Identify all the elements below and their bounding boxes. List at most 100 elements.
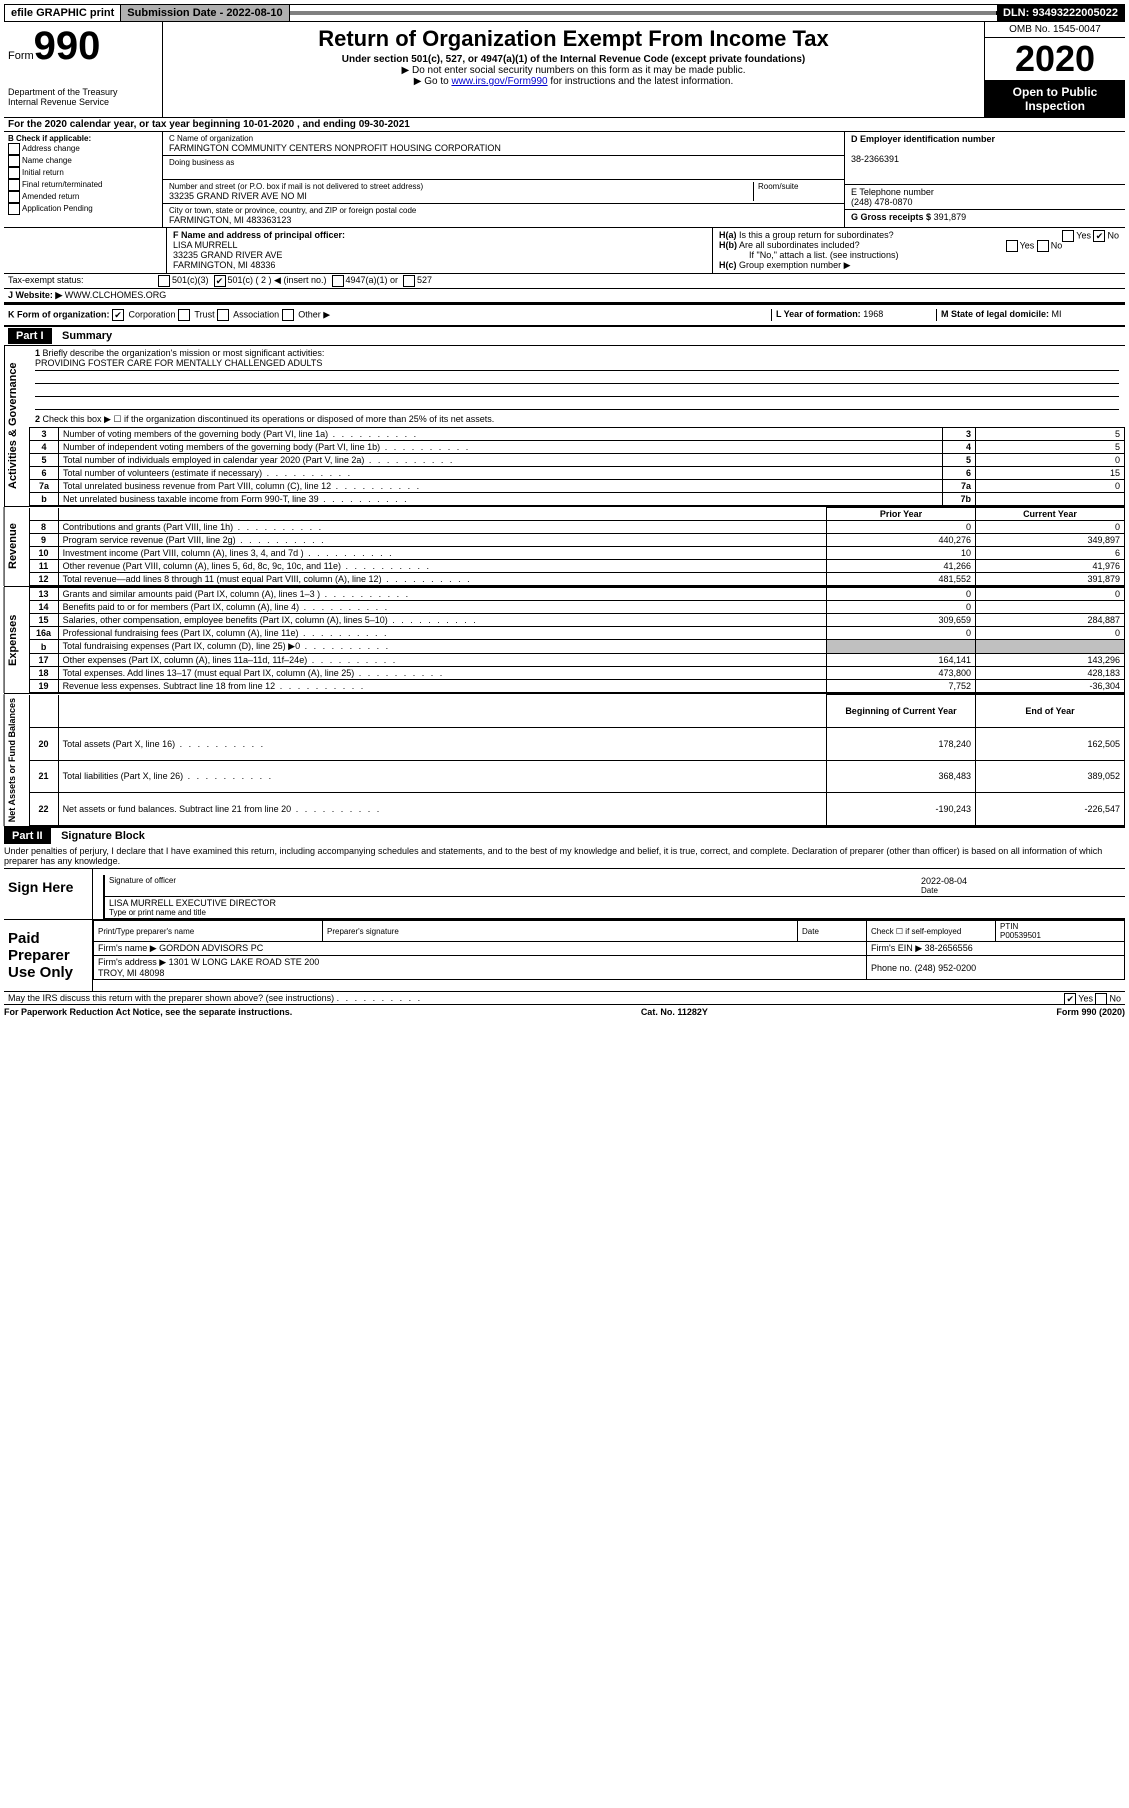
section-c: C Name of organization FARMINGTON COMMUN… xyxy=(163,132,845,227)
year-formation: 1968 xyxy=(863,309,883,319)
discuss-line: May the IRS discuss this return with the… xyxy=(4,992,1125,1005)
website-value: WWW.CLCHOMES.ORG xyxy=(65,290,167,300)
spacer xyxy=(290,11,997,15)
omb-number: OMB No. 1545-0047 xyxy=(985,22,1125,38)
form-header: Form990 Department of the Treasury Inter… xyxy=(4,22,1125,118)
name-change-checkbox[interactable] xyxy=(8,155,20,167)
tax-year: 2020 xyxy=(985,38,1125,81)
exp-label: Expenses xyxy=(4,587,29,693)
form-ref: Form 990 (2020) xyxy=(1056,1007,1125,1017)
527-checkbox[interactable] xyxy=(403,275,415,287)
trust-checkbox[interactable] xyxy=(178,309,190,321)
penalty-text: Under penalties of perjury, I declare th… xyxy=(4,844,1125,869)
street-value: 33235 GRAND RIVER AVE NO MI xyxy=(169,191,753,201)
street-label: Number and street (or P.O. box if mail i… xyxy=(169,182,753,191)
section-deg: D Employer identification number 38-2366… xyxy=(845,132,1125,227)
firm-ein: 38-2656556 xyxy=(925,943,973,953)
hb-yes-checkbox[interactable] xyxy=(1006,240,1018,252)
gov-label: Activities & Governance xyxy=(4,346,29,506)
section-j: J Website: ▶ WWW.CLCHOMES.ORG xyxy=(4,289,1125,303)
4947-checkbox[interactable] xyxy=(332,275,344,287)
ha-yes-checkbox[interactable] xyxy=(1062,230,1074,242)
part1-title: Summary xyxy=(54,330,112,342)
hc-label: Group exemption number ▶ xyxy=(739,260,850,270)
efile-label[interactable]: efile GRAPHIC print xyxy=(5,5,121,21)
assoc-checkbox[interactable] xyxy=(217,309,229,321)
sign-here-block: Sign Here Signature of officer 2022-08-0… xyxy=(4,869,1125,920)
form-title: Return of Organization Exempt From Incom… xyxy=(169,26,978,52)
inspection-label: Open to Public Inspection xyxy=(985,81,1125,117)
irs-link[interactable]: www.irs.gov/Form990 xyxy=(451,76,547,87)
page-footer: For Paperwork Reduction Act Notice, see … xyxy=(4,1005,1125,1019)
sign-here-label: Sign Here xyxy=(4,869,93,919)
hb-label: Are all subordinates included? xyxy=(739,240,860,250)
mission-value: PROVIDING FOSTER CARE FOR MENTALLY CHALL… xyxy=(35,358,1119,371)
dba-label: Doing business as xyxy=(169,158,838,167)
gross-value: 391,879 xyxy=(934,212,967,222)
org-name-label: C Name of organization xyxy=(169,134,838,143)
part1-header: Part I xyxy=(8,328,52,344)
501c-checkbox[interactable] xyxy=(214,275,226,287)
rev-table: Prior YearCurrent Year8Contributions and… xyxy=(29,507,1125,586)
rev-label: Revenue xyxy=(4,507,29,586)
city-label: City or town, state or province, country… xyxy=(169,206,838,215)
submission-date-button[interactable]: Submission Date - 2022-08-10 xyxy=(121,5,289,21)
org-name: FARMINGTON COMMUNITY CENTERS NONPROFIT H… xyxy=(169,143,838,153)
phone-value: (248) 478-0870 xyxy=(851,197,913,207)
phone-label: E Telephone number xyxy=(851,187,934,197)
section-b: B Check if applicable: Address change Na… xyxy=(4,132,163,227)
prep-sig-label: Preparer's signature xyxy=(323,921,798,942)
ha-no-checkbox[interactable] xyxy=(1093,230,1105,242)
state-domicile: MI xyxy=(1052,309,1062,319)
officer-addr1: 33235 GRAND RIVER AVE xyxy=(173,250,282,260)
initial-return-checkbox[interactable] xyxy=(8,167,20,179)
officer-addr2: FARMINGTON, MI 48336 xyxy=(173,260,275,270)
corp-checkbox[interactable] xyxy=(112,309,124,321)
officer-name-value: LISA MURRELL EXECUTIVE DIRECTOR xyxy=(109,898,1121,908)
dept-label: Department of the Treasury Internal Reve… xyxy=(8,87,158,107)
sig-officer-label: Signature of officer xyxy=(109,876,921,895)
section-klm: K Form of organization: Corporation Trus… xyxy=(4,303,1125,327)
self-employed: Check ☐ if self-employed xyxy=(867,921,996,942)
address-change-checkbox[interactable] xyxy=(8,143,20,155)
part-1: Part I Summary Activities & Governance 1… xyxy=(4,327,1125,828)
form-subtitle: Under section 501(c), 527, or 4947(a)(1)… xyxy=(169,54,978,65)
ptin-value: P00539501 xyxy=(1000,931,1041,940)
officer-label: F Name and address of principal officer: xyxy=(173,230,345,240)
section-i: Tax-exempt status: 501(c)(3) 501(c) ( 2 … xyxy=(4,274,1125,289)
dln-label: DLN: 93493222005022 xyxy=(997,5,1124,21)
line2: Check this box ▶ ☐ if the organization d… xyxy=(43,414,495,424)
ssn-note: ▶ Do not enter social security numbers o… xyxy=(169,65,978,76)
room-label: Room/suite xyxy=(753,182,838,201)
ein-label: D Employer identification number xyxy=(851,134,995,144)
part2-title: Signature Block xyxy=(53,830,145,842)
top-bar: efile GRAPHIC print Submission Date - 20… xyxy=(4,4,1125,22)
pending-checkbox[interactable] xyxy=(8,203,20,215)
mission-label: Briefly describe the organization's miss… xyxy=(43,348,325,358)
amended-checkbox[interactable] xyxy=(8,191,20,203)
501c3-checkbox[interactable] xyxy=(158,275,170,287)
discuss-yes-checkbox[interactable] xyxy=(1064,993,1076,1005)
firm-name: GORDON ADVISORS PC xyxy=(159,943,263,953)
identity-grid: B Check if applicable: Address change Na… xyxy=(4,132,1125,228)
part-2: Part II Signature Block Under penalties … xyxy=(4,828,1125,1005)
net-table: Beginning of Current YearEnd of Year20To… xyxy=(29,694,1125,826)
part2-header: Part II xyxy=(4,828,51,844)
other-checkbox[interactable] xyxy=(282,309,294,321)
ein-value: 38-2366391 xyxy=(851,154,899,164)
gov-table: 3Number of voting members of the governi… xyxy=(29,427,1125,506)
city-value: FARMINGTON, MI 483363123 xyxy=(169,215,838,225)
final-return-checkbox[interactable] xyxy=(8,179,20,191)
ha-label: Is this a group return for subordinates? xyxy=(739,230,894,240)
print-name-label: Print/Type preparer's name xyxy=(94,921,323,942)
exp-table: 13Grants and similar amounts paid (Part … xyxy=(29,587,1125,693)
sig-date: 2022-08-04 xyxy=(921,876,1121,886)
discuss-no-checkbox[interactable] xyxy=(1095,993,1107,1005)
firm-phone: (248) 952-0200 xyxy=(915,963,977,973)
pra-notice: For Paperwork Reduction Act Notice, see … xyxy=(4,1007,292,1017)
net-label: Net Assets or Fund Balances xyxy=(4,694,29,826)
gross-label: G Gross receipts $ xyxy=(851,212,931,222)
paid-preparer-block: Paid Preparer Use Only Print/Type prepar… xyxy=(4,920,1125,992)
paid-label: Paid Preparer Use Only xyxy=(4,920,93,991)
hb-no-checkbox[interactable] xyxy=(1037,240,1049,252)
